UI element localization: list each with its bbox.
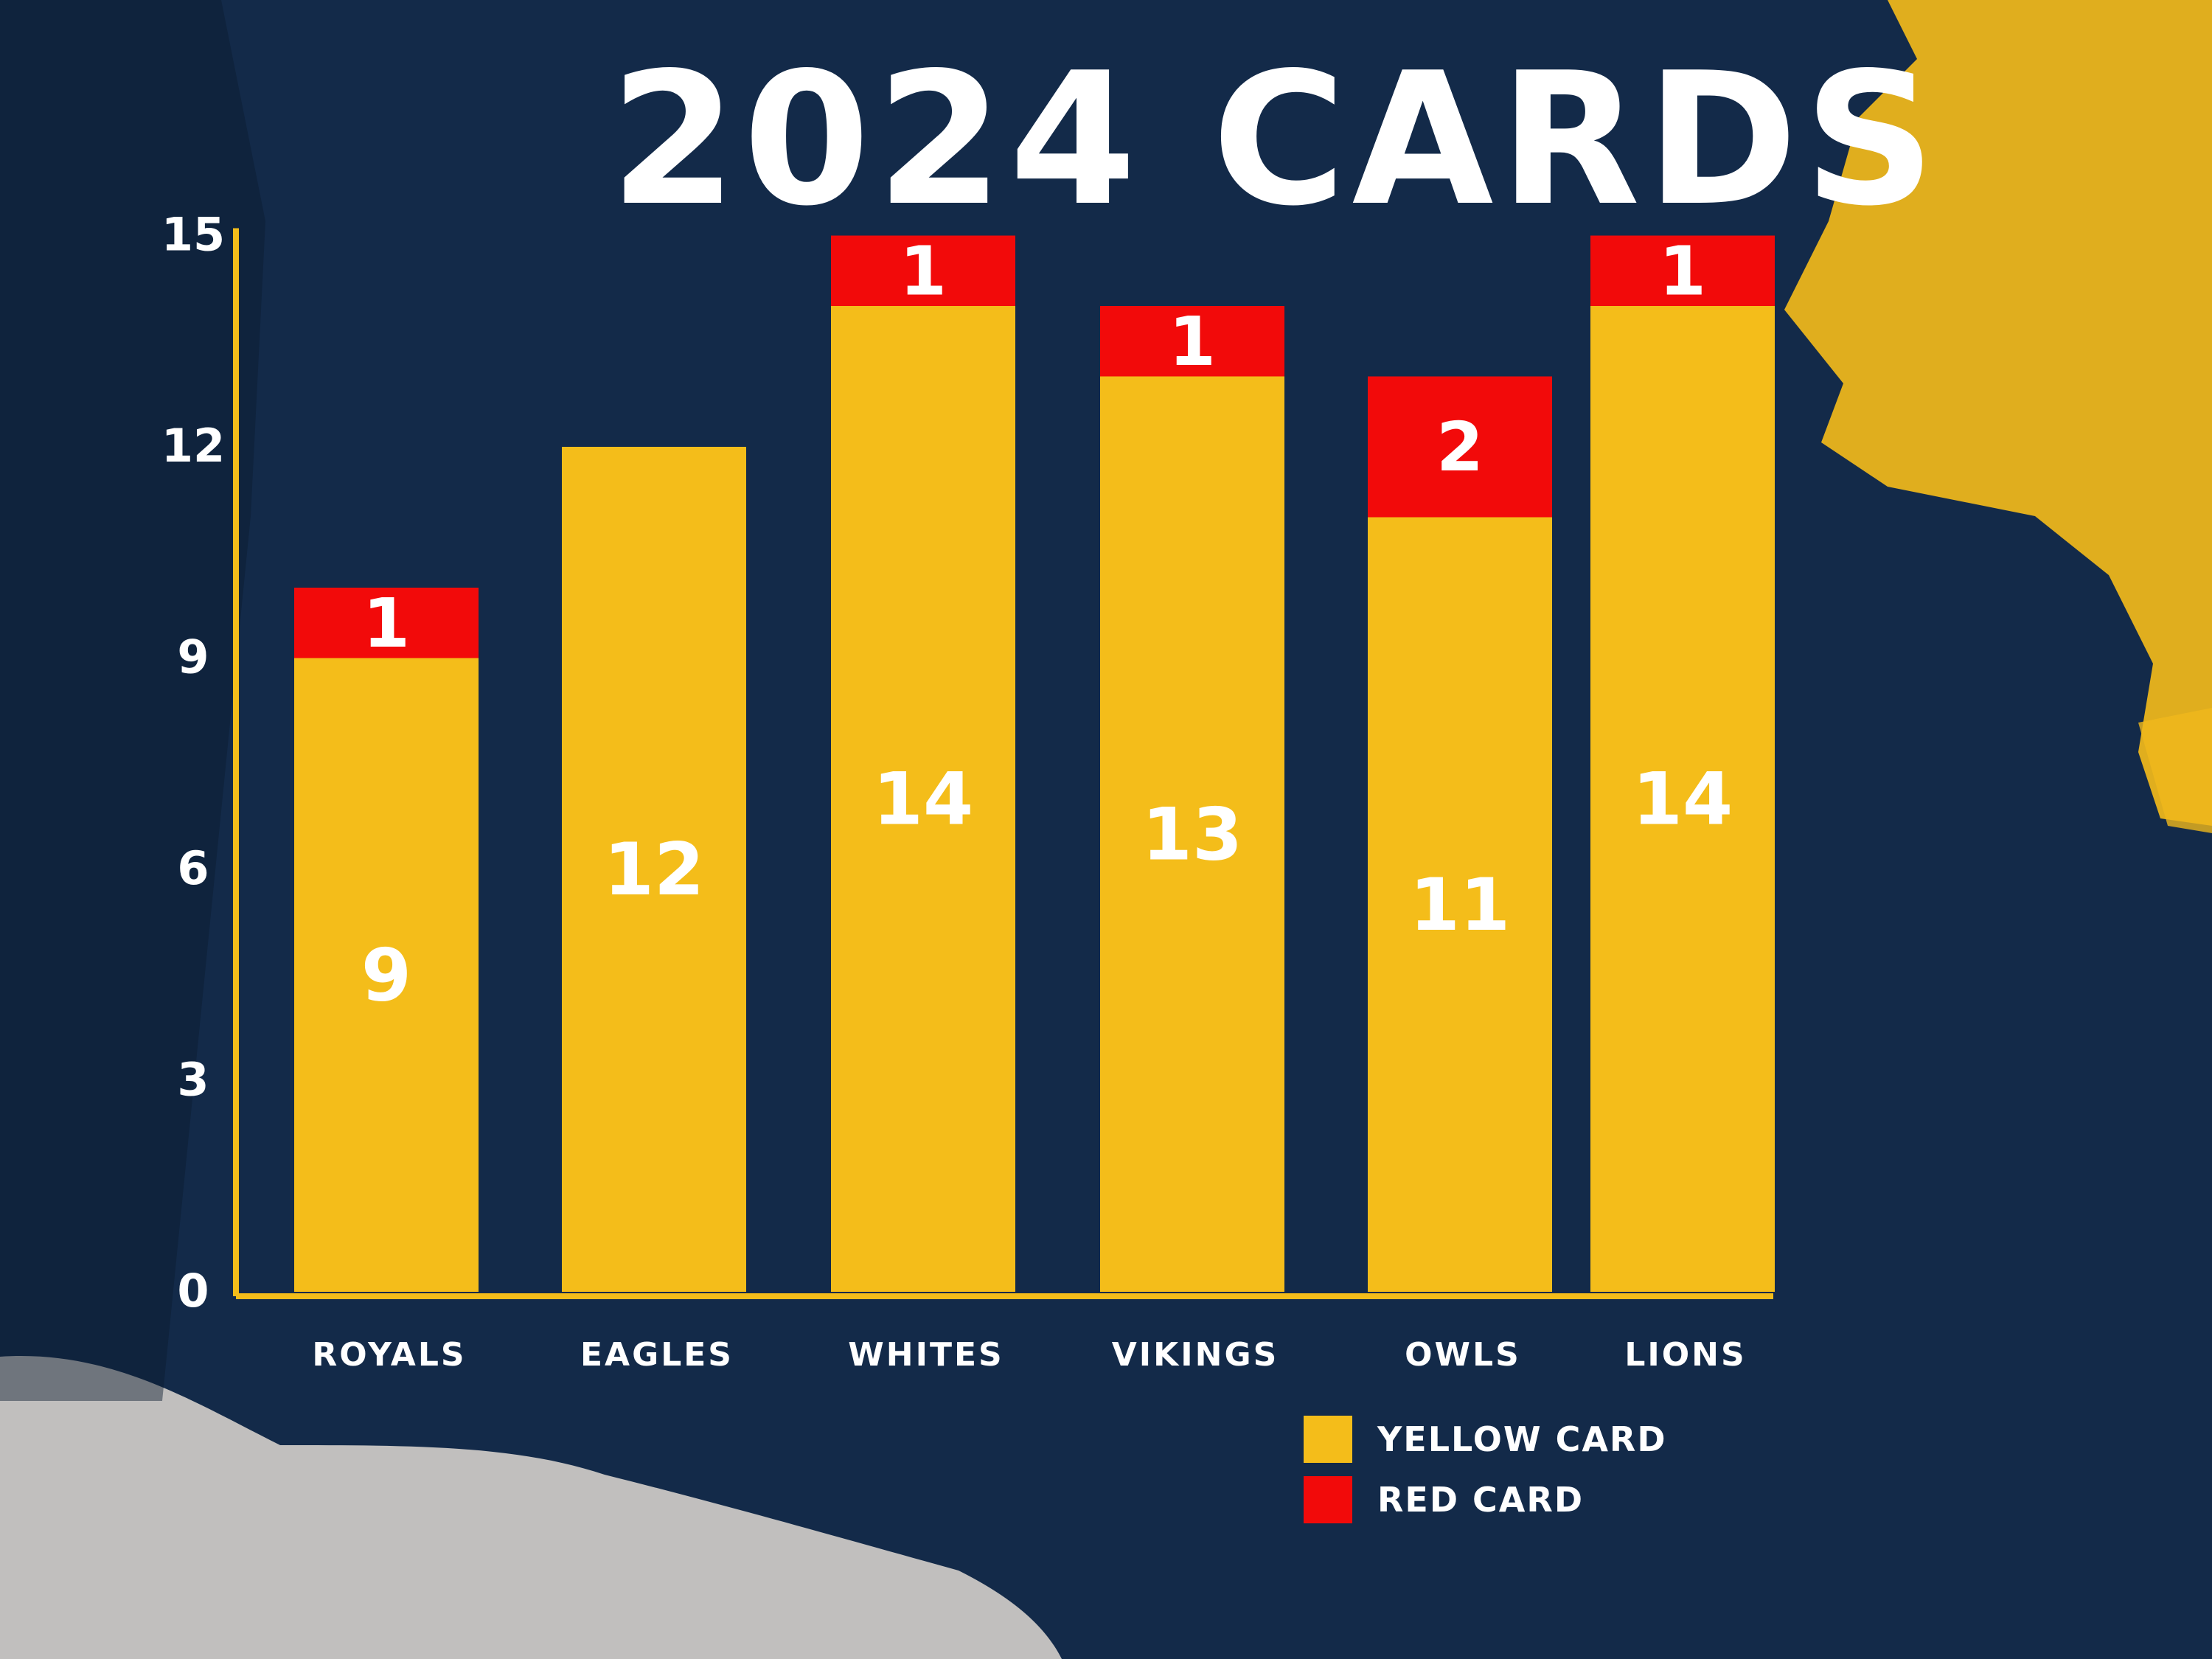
yellow-card-value-label: 14 — [873, 758, 973, 842]
y-tick-label: 12 — [161, 419, 225, 473]
bar-red-card — [1100, 306, 1284, 377]
yellow-paint-splash — [1784, 0, 2212, 826]
red-card-value-label: 1 — [1169, 302, 1216, 381]
bar-yellow-card — [294, 658, 479, 1292]
x-category-label: LIONS — [1624, 1336, 1746, 1374]
yellow-card-value-label: 9 — [361, 933, 411, 1018]
legend-label-red: RED CARD — [1377, 1480, 1585, 1520]
legend-item-yellow: YELLOW CARD — [1304, 1416, 1820, 1463]
bar-yellow-card — [1590, 306, 1775, 1292]
legend-item-red: RED CARD — [1304, 1476, 1820, 1523]
bar-yellow-card — [562, 447, 746, 1292]
bar-red-card — [1368, 376, 1552, 518]
white-grunge-patch — [0, 1356, 1062, 1659]
red-card-value-label: 1 — [900, 232, 947, 310]
chart-title: 2024 CARDS — [610, 34, 1941, 246]
y-tick-label: 15 — [161, 208, 225, 262]
legend-label-yellow: YELLOW CARD — [1377, 1419, 1667, 1459]
yellow-card-value-label: 12 — [604, 828, 704, 912]
yellow-card-value-label: 14 — [1632, 758, 1733, 842]
bar-yellow-card — [1368, 517, 1552, 1292]
chart-legend: YELLOW CARD RED CARD — [1304, 1416, 1820, 1537]
red-card-value-label: 2 — [1436, 408, 1484, 487]
y-tick-label: 6 — [177, 841, 209, 895]
y-tick-label: 9 — [177, 630, 209, 684]
x-category-label: WHITES — [848, 1336, 1004, 1374]
x-category-label: OWLS — [1405, 1336, 1521, 1374]
bar-red-card — [1590, 235, 1775, 306]
bar-red-card — [831, 235, 1015, 306]
grunge-speckle-left — [0, 0, 265, 1401]
bar-red-card — [294, 588, 479, 658]
chart-labels: 1 9 ROYALS 12 EAGLES 1 14 WHITES 1 13 VIKINGS 2 11 OW… — [312, 232, 1746, 1374]
bar-yellow-card — [831, 306, 1015, 1292]
x-category-label: VIKINGS — [1112, 1336, 1279, 1374]
legend-swatch-yellow — [1304, 1416, 1352, 1463]
y-tick-label: 3 — [177, 1053, 209, 1107]
yellow-card-value-label: 11 — [1410, 863, 1510, 947]
x-category-label: ROYALS — [312, 1336, 466, 1374]
yellow-paint-splash-small — [2138, 708, 2212, 833]
chart-bars — [294, 235, 1775, 1292]
red-card-value-label: 1 — [1659, 232, 1706, 310]
legend-swatch-red — [1304, 1476, 1352, 1523]
yellow-card-value-label: 13 — [1142, 793, 1242, 877]
bar-yellow-card — [1100, 376, 1284, 1292]
x-category-label: EAGLES — [580, 1336, 734, 1374]
y-tick-label: 0 — [177, 1264, 209, 1318]
red-card-value-label: 1 — [363, 584, 410, 663]
